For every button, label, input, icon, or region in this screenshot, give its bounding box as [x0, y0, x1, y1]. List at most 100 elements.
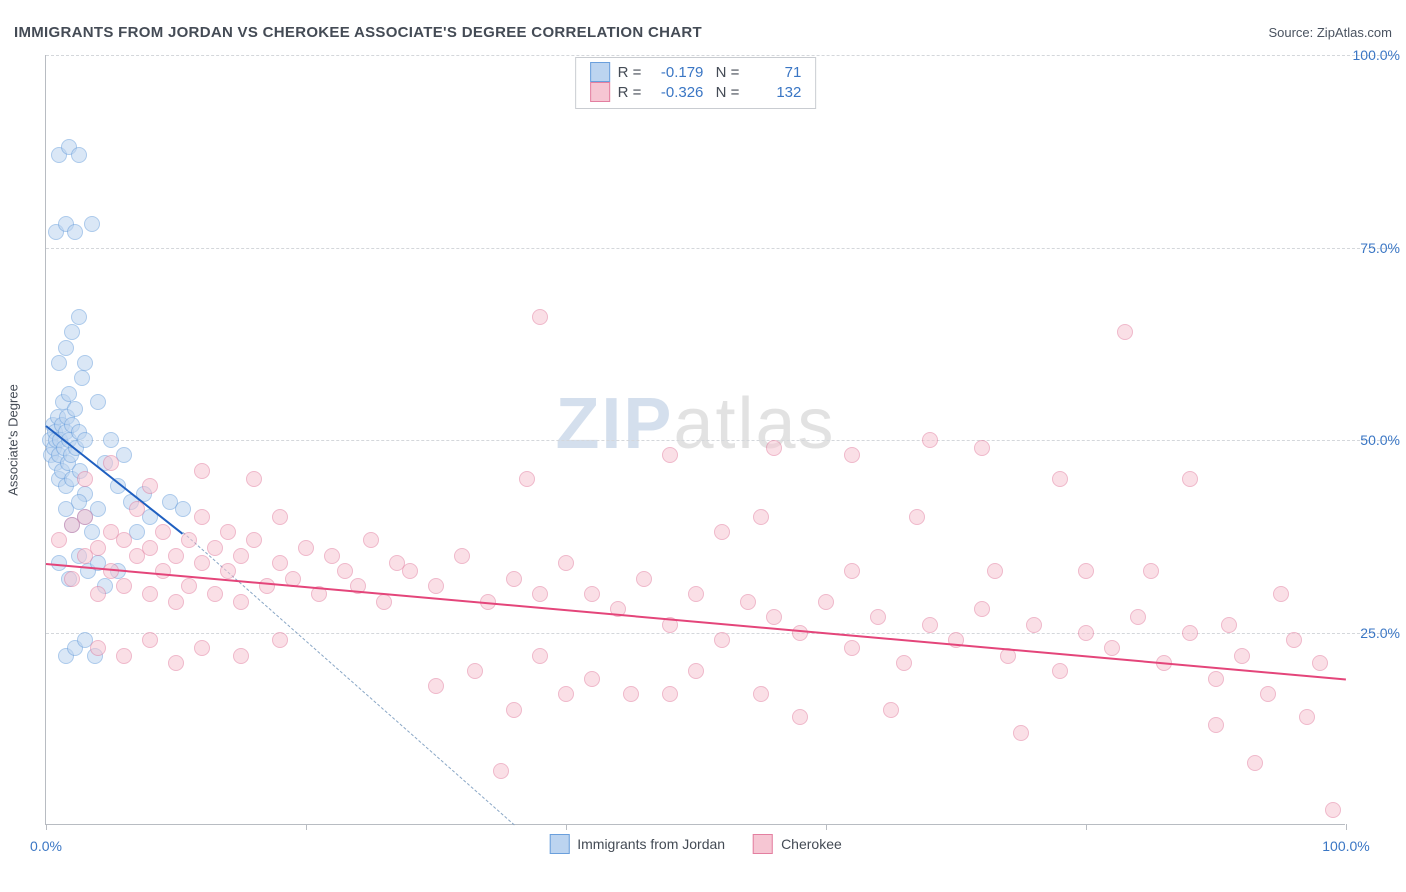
scatter-point — [1299, 709, 1315, 725]
scatter-point — [324, 548, 340, 564]
scatter-point — [103, 455, 119, 471]
scatter-point — [922, 432, 938, 448]
scatter-point — [467, 663, 483, 679]
scatter-point — [194, 509, 210, 525]
scatter-point — [714, 524, 730, 540]
scatter-point — [90, 540, 106, 556]
scatter-point — [896, 655, 912, 671]
scatter-point — [714, 632, 730, 648]
scatter-point — [84, 524, 100, 540]
scatter-point — [1208, 671, 1224, 687]
scatter-point — [844, 563, 860, 579]
source-prefix: Source: — [1268, 25, 1316, 40]
scatter-point — [844, 447, 860, 463]
scatter-point — [402, 563, 418, 579]
y-tick-label: 50.0% — [1360, 432, 1400, 448]
scatter-point — [233, 648, 249, 664]
x-tick-label: 100.0% — [1322, 838, 1369, 854]
scatter-point — [233, 548, 249, 564]
scatter-point — [77, 355, 93, 371]
scatter-point — [246, 471, 262, 487]
scatter-point — [792, 709, 808, 725]
scatter-point — [181, 578, 197, 594]
scatter-point — [1143, 563, 1159, 579]
scatter-point — [129, 501, 145, 517]
scatter-point — [337, 563, 353, 579]
scatter-point — [64, 571, 80, 587]
scatter-point — [1052, 663, 1068, 679]
scatter-point — [207, 540, 223, 556]
scatter-point — [584, 671, 600, 687]
scatter-point — [519, 471, 535, 487]
scatter-point — [766, 609, 782, 625]
scatter-point — [168, 594, 184, 610]
scatter-point — [1117, 324, 1133, 340]
scatter-point — [71, 147, 87, 163]
scatter-point — [67, 224, 83, 240]
swatch-series1 — [590, 62, 610, 82]
scatter-point — [909, 509, 925, 525]
scatter-point — [636, 571, 652, 587]
scatter-point — [1247, 755, 1263, 771]
stat-r-label-1: R = — [618, 64, 642, 81]
scatter-point — [818, 594, 834, 610]
plot-container: Associate's Degree ZIPatlas R = -0.179 N… — [45, 55, 1345, 825]
scatter-point — [974, 440, 990, 456]
scatter-point — [272, 509, 288, 525]
scatter-point — [142, 586, 158, 602]
scatter-point — [259, 578, 275, 594]
watermark-part2: atlas — [673, 384, 835, 464]
scatter-point — [870, 609, 886, 625]
scatter-point — [77, 471, 93, 487]
stats-legend: R = -0.179 N = 71 R = -0.326 N = 132 — [575, 57, 817, 109]
scatter-point — [506, 702, 522, 718]
scatter-point — [1260, 686, 1276, 702]
scatter-point — [175, 501, 191, 517]
scatter-point — [116, 578, 132, 594]
scatter-point — [584, 586, 600, 602]
stat-n-label-1: N = — [711, 64, 739, 81]
scatter-point — [168, 548, 184, 564]
x-tick-mark — [46, 824, 47, 830]
scatter-point — [532, 648, 548, 664]
scatter-point — [67, 401, 83, 417]
scatter-point — [246, 532, 262, 548]
scatter-point — [623, 686, 639, 702]
scatter-point — [272, 632, 288, 648]
y-axis-title: Associate's Degree — [6, 384, 21, 496]
series-legend: Immigrants from Jordan Cherokee — [549, 834, 842, 854]
scatter-point — [1208, 717, 1224, 733]
grid-line-h — [46, 248, 1395, 249]
scatter-point — [90, 640, 106, 656]
scatter-point — [207, 586, 223, 602]
scatter-point — [220, 524, 236, 540]
scatter-point — [142, 540, 158, 556]
scatter-point — [688, 586, 704, 602]
scatter-point — [740, 594, 756, 610]
scatter-point — [1221, 617, 1237, 633]
scatter-point — [532, 586, 548, 602]
scatter-point — [71, 309, 87, 325]
scatter-point — [220, 563, 236, 579]
scatter-point — [51, 532, 67, 548]
scatter-point — [922, 617, 938, 633]
legend-swatch-1 — [549, 834, 569, 854]
scatter-point — [77, 432, 93, 448]
scatter-point — [233, 594, 249, 610]
scatter-point — [71, 494, 87, 510]
scatter-point — [662, 447, 678, 463]
scatter-point — [376, 594, 392, 610]
watermark-part1: ZIP — [555, 384, 673, 464]
scatter-point — [1013, 725, 1029, 741]
scatter-point — [298, 540, 314, 556]
scatter-point — [90, 394, 106, 410]
legend-item-2: Cherokee — [753, 834, 842, 854]
scatter-point — [1312, 655, 1328, 671]
scatter-point — [64, 324, 80, 340]
x-tick-mark — [1346, 824, 1347, 830]
scatter-point — [1104, 640, 1120, 656]
scatter-point — [1234, 648, 1250, 664]
plot-area: ZIPatlas R = -0.179 N = 71 R = -0.326 N … — [45, 55, 1345, 825]
scatter-point — [168, 655, 184, 671]
legend-label-1: Immigrants from Jordan — [577, 836, 725, 852]
